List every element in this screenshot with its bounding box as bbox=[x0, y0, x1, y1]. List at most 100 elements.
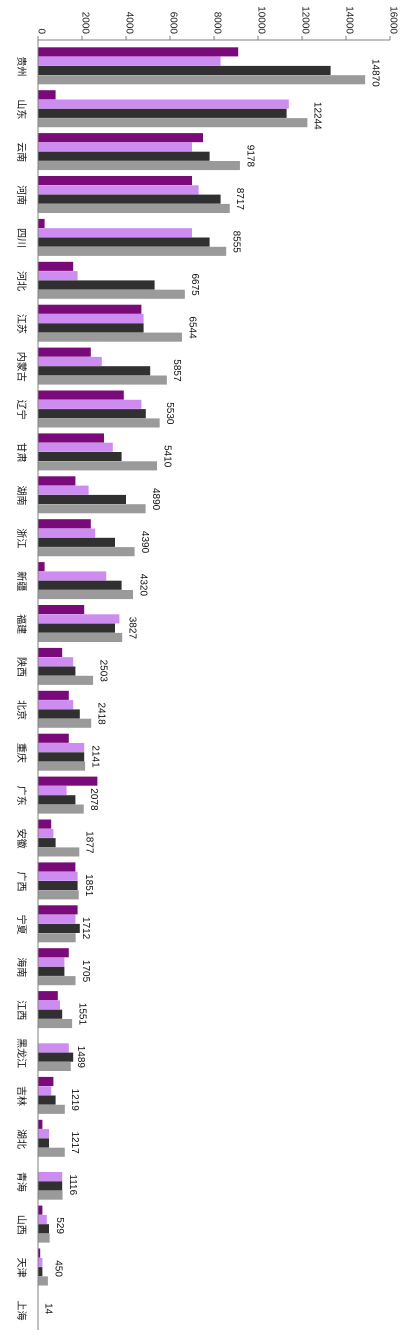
category-label: 新疆 bbox=[15, 571, 28, 591]
category-label: 山东 bbox=[15, 99, 28, 119]
bar bbox=[38, 1276, 48, 1286]
bar bbox=[38, 1086, 52, 1096]
bar bbox=[38, 161, 240, 171]
category-label: 内蒙古 bbox=[15, 352, 28, 382]
bar bbox=[38, 1052, 74, 1062]
bar bbox=[38, 323, 144, 333]
bar bbox=[38, 304, 142, 314]
bar bbox=[38, 700, 74, 710]
category-label: 天津 bbox=[15, 1258, 27, 1278]
data-label: 2078 bbox=[88, 788, 99, 811]
bar bbox=[38, 709, 80, 719]
category-label: 北京 bbox=[15, 700, 28, 720]
data-label: 6675 bbox=[189, 274, 200, 297]
bar bbox=[38, 1190, 63, 1200]
data-label: 5410 bbox=[161, 445, 172, 468]
data-label: 3827 bbox=[127, 617, 138, 640]
bar bbox=[38, 590, 134, 600]
bar bbox=[38, 228, 192, 238]
bar bbox=[38, 118, 308, 128]
bar bbox=[38, 528, 96, 538]
bar bbox=[38, 399, 142, 409]
data-label: 1705 bbox=[80, 960, 91, 983]
bar bbox=[38, 1181, 63, 1191]
bar bbox=[38, 828, 54, 838]
bar bbox=[38, 1147, 65, 1157]
bar bbox=[38, 1119, 43, 1129]
category-label: 河南 bbox=[15, 185, 28, 205]
bar bbox=[38, 246, 227, 256]
data-label: 1712 bbox=[80, 917, 91, 940]
bar bbox=[38, 1233, 50, 1243]
category-label: 黑龙江 bbox=[15, 1038, 28, 1068]
bar bbox=[38, 547, 135, 557]
bar bbox=[38, 948, 69, 958]
bar bbox=[38, 418, 160, 428]
bar bbox=[38, 890, 79, 900]
data-label: 2418 bbox=[96, 703, 107, 726]
tick-label: 16000 bbox=[387, 6, 398, 34]
tick-label: 4000 bbox=[123, 12, 134, 35]
bar bbox=[38, 142, 192, 152]
bar bbox=[38, 1257, 43, 1267]
bar bbox=[38, 1224, 49, 1234]
data-label: 14 bbox=[43, 1303, 54, 1315]
bar bbox=[38, 390, 124, 400]
bar bbox=[38, 519, 91, 529]
bar bbox=[38, 1129, 49, 1139]
bar bbox=[38, 623, 115, 633]
bar bbox=[38, 203, 230, 213]
category-label: 云南 bbox=[15, 142, 28, 162]
bar bbox=[38, 933, 76, 943]
data-label: 1851 bbox=[83, 874, 94, 897]
axis-ticks: 0 2000 4000 6000 8000 10000 12000 14000 16000 bbox=[35, 6, 398, 40]
category-labels: 贵州山东云南河南四川河北江苏内蒙古辽宁甘肃湖南浙江新疆福建陕西北京重庆广东安徽广… bbox=[15, 56, 28, 1320]
category-label: 贵州 bbox=[15, 56, 28, 76]
bar bbox=[38, 1104, 65, 1114]
bar bbox=[38, 776, 98, 786]
bar bbox=[38, 133, 203, 143]
bar bbox=[38, 1138, 49, 1148]
data-label: 8555 bbox=[231, 231, 242, 254]
category-label: 广西 bbox=[15, 872, 27, 892]
bar bbox=[38, 185, 199, 195]
category-label: 河北 bbox=[15, 271, 27, 291]
data-label: 529 bbox=[54, 1217, 65, 1234]
bar bbox=[38, 176, 192, 186]
bar bbox=[38, 314, 144, 324]
data-label: 8717 bbox=[234, 188, 245, 211]
bar bbox=[38, 632, 123, 642]
bar bbox=[38, 237, 210, 247]
category-label: 安徽 bbox=[15, 829, 28, 849]
bar bbox=[38, 718, 92, 728]
bar bbox=[38, 99, 289, 109]
category-label: 湖南 bbox=[15, 485, 28, 505]
data-label: 12244 bbox=[312, 102, 323, 130]
data-label: 5530 bbox=[164, 402, 175, 425]
category-label: 甘肃 bbox=[15, 443, 28, 463]
bar bbox=[38, 819, 52, 829]
bar bbox=[38, 571, 107, 581]
bar bbox=[38, 838, 56, 848]
bar bbox=[38, 957, 65, 967]
tick-label: 6000 bbox=[167, 12, 178, 35]
tick-label: 8000 bbox=[211, 12, 222, 35]
category-label: 宁夏 bbox=[15, 914, 28, 934]
bar bbox=[38, 409, 146, 419]
category-label: 浙江 bbox=[15, 528, 27, 548]
bar bbox=[38, 675, 94, 685]
data-label: 1877 bbox=[84, 831, 95, 854]
bar bbox=[38, 562, 45, 572]
category-label: 四川 bbox=[15, 228, 26, 248]
category-label: 陕西 bbox=[15, 657, 28, 677]
data-label: 9178 bbox=[244, 145, 255, 168]
bar bbox=[38, 194, 221, 204]
category-label: 湖北 bbox=[15, 1129, 27, 1149]
bar bbox=[38, 914, 76, 924]
bar bbox=[38, 1076, 54, 1086]
bar bbox=[38, 1214, 47, 1224]
bar bbox=[38, 752, 85, 762]
bar bbox=[38, 1043, 69, 1053]
bar bbox=[38, 75, 366, 85]
bar bbox=[38, 356, 102, 366]
